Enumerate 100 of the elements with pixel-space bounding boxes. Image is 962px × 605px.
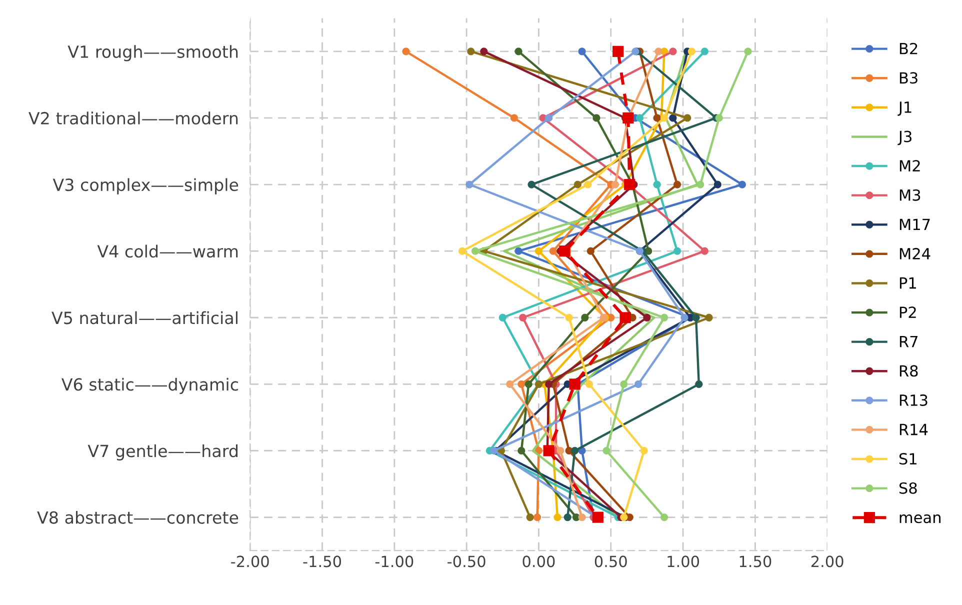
point	[578, 513, 586, 522]
legend-label: S8	[899, 482, 917, 494]
point	[700, 247, 708, 255]
point	[602, 446, 610, 455]
point	[584, 180, 592, 188]
point	[700, 48, 708, 56]
point	[471, 247, 480, 255]
legend-label: P1	[900, 277, 916, 289]
y-tick-label: V2 traditional——modern	[28, 112, 238, 125]
point	[519, 314, 527, 322]
point	[458, 247, 466, 255]
point	[578, 48, 586, 56]
y-tick-label: V7 gentle——hard	[88, 444, 238, 461]
x-tick-label: -2.00	[231, 556, 269, 568]
legend-label: B3	[900, 72, 918, 84]
point	[585, 380, 594, 388]
point	[688, 48, 696, 56]
legend-label: J1	[898, 102, 912, 116]
point	[620, 380, 628, 388]
point	[569, 378, 580, 390]
legend-label: mean	[900, 514, 940, 524]
legend-label: P2	[900, 306, 916, 318]
x-tick-label: 0.50	[594, 556, 627, 568]
point	[669, 48, 677, 56]
point	[654, 48, 662, 56]
point	[636, 114, 644, 122]
point	[660, 314, 668, 322]
legend-label: S1	[899, 453, 916, 465]
legend-label: M2	[900, 160, 920, 172]
point	[611, 180, 620, 188]
point	[514, 48, 522, 56]
legend-label: J3	[898, 130, 912, 146]
legend-label: R8	[900, 365, 918, 377]
point	[620, 312, 631, 324]
point	[696, 180, 704, 188]
point	[402, 48, 410, 56]
point	[564, 513, 572, 522]
point	[684, 114, 692, 122]
point	[680, 314, 688, 322]
point	[715, 114, 723, 122]
y-tick-label: V5 natural——artificial	[52, 311, 238, 324]
point	[554, 513, 562, 522]
point	[556, 446, 564, 455]
point	[510, 114, 518, 122]
point	[695, 380, 703, 388]
point	[586, 247, 594, 255]
point	[570, 446, 579, 455]
x-tick-label: 1.00	[668, 556, 700, 568]
point	[506, 380, 514, 388]
legend-label: R7	[900, 336, 918, 348]
legend-label: R14	[900, 424, 928, 436]
point	[543, 445, 554, 456]
point	[559, 246, 570, 257]
point	[673, 180, 682, 188]
point	[643, 314, 651, 322]
point	[714, 180, 722, 188]
point	[574, 180, 582, 188]
point	[612, 46, 624, 57]
x-tick-label: -0.50	[448, 556, 486, 568]
point	[545, 114, 553, 122]
y-tick-label: V8 abstract——concrete	[37, 510, 238, 524]
point	[669, 114, 677, 122]
point	[692, 314, 700, 322]
x-tick-label: 0.00	[522, 556, 555, 568]
point	[518, 446, 526, 455]
point	[660, 114, 668, 122]
point	[640, 446, 648, 455]
point	[518, 380, 526, 388]
point	[653, 114, 661, 122]
point	[634, 380, 642, 388]
legend-label: B2	[900, 42, 918, 54]
x-tick-label: 1.50	[740, 556, 772, 568]
point	[705, 314, 713, 322]
point	[524, 380, 532, 388]
point	[653, 180, 661, 188]
x-tick-label: 2.00	[811, 556, 844, 568]
y-tick-label: V1 rough——smooth	[68, 45, 238, 62]
legend-label: M17	[900, 218, 930, 230]
point	[581, 314, 589, 322]
point	[744, 48, 752, 56]
point	[738, 180, 746, 188]
point	[572, 513, 580, 522]
point	[545, 380, 553, 388]
y-tick-label: V6 static——dynamic	[61, 378, 238, 394]
point	[660, 513, 668, 522]
legend-label: M3	[900, 189, 920, 201]
point	[624, 178, 636, 190]
point	[514, 247, 522, 255]
y-tick-label: V4 cold——warm	[97, 244, 238, 258]
point	[528, 180, 536, 188]
point	[498, 314, 506, 322]
point	[526, 513, 534, 522]
y-tick-label: V3 complex——simple	[52, 178, 238, 194]
point	[467, 48, 475, 56]
point	[533, 513, 542, 522]
x-tick-label: -1.50	[303, 556, 342, 568]
point	[592, 114, 600, 122]
point	[549, 247, 557, 255]
legend-label: R13	[900, 394, 928, 406]
legend-label: M24	[900, 248, 930, 260]
